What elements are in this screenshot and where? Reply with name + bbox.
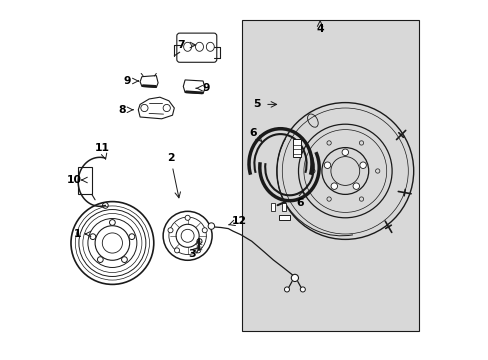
Circle shape (330, 183, 337, 189)
Circle shape (185, 215, 190, 220)
Bar (282, 203, 285, 211)
Circle shape (97, 257, 103, 262)
Bar (78, 167, 92, 194)
Text: 1: 1 (74, 229, 81, 239)
Text: 7: 7 (177, 40, 185, 50)
Bar (278, 215, 289, 220)
Circle shape (342, 149, 348, 156)
Circle shape (163, 104, 170, 112)
Circle shape (352, 183, 359, 189)
Circle shape (168, 228, 173, 233)
Circle shape (208, 223, 214, 229)
Circle shape (174, 248, 179, 253)
Bar (292, 139, 301, 157)
Circle shape (141, 104, 148, 112)
Text: 10: 10 (67, 175, 82, 185)
Text: 5: 5 (253, 99, 260, 109)
Circle shape (109, 220, 115, 225)
Text: 6: 6 (296, 198, 304, 208)
Text: 6: 6 (249, 128, 257, 138)
Text: 4: 4 (316, 24, 323, 34)
Text: 3: 3 (188, 249, 196, 259)
Text: 12: 12 (231, 216, 246, 226)
Text: 9: 9 (123, 76, 131, 86)
Circle shape (129, 234, 135, 239)
Circle shape (300, 287, 305, 292)
Circle shape (195, 248, 200, 253)
Bar (271, 203, 275, 211)
Circle shape (291, 274, 298, 282)
Circle shape (90, 234, 96, 239)
Circle shape (181, 229, 194, 242)
Circle shape (102, 233, 122, 253)
Bar (241, 20, 418, 331)
Circle shape (284, 287, 289, 292)
Circle shape (122, 257, 127, 262)
FancyBboxPatch shape (177, 33, 216, 62)
Text: 11: 11 (95, 143, 110, 153)
Circle shape (202, 228, 207, 233)
Text: 2: 2 (166, 153, 174, 163)
Circle shape (359, 162, 366, 168)
Circle shape (324, 162, 330, 168)
Text: 8: 8 (118, 105, 125, 115)
Text: 9: 9 (203, 83, 210, 93)
